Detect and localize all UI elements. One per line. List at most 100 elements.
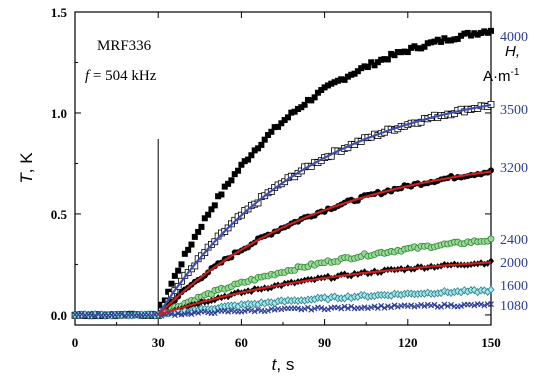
- point-1080: [394, 303, 401, 310]
- point-1080: [211, 310, 218, 317]
- point-4000: [368, 59, 375, 66]
- point-4000: [175, 267, 182, 274]
- point-4000: [434, 36, 441, 43]
- point-1080: [201, 308, 208, 315]
- field-legend-unit-exp: -1: [511, 67, 520, 78]
- point-4000: [185, 246, 192, 253]
- y-tick-label: 1.5: [51, 5, 68, 20]
- point-1080: [334, 304, 341, 311]
- point-1080: [408, 302, 415, 309]
- point-1080: [171, 312, 178, 319]
- point-1080: [448, 301, 454, 308]
- axis-ticks: 0 30 60 90 120 150 0.0 0.5 1.0 1.5: [51, 5, 501, 350]
- point-4000: [418, 45, 425, 52]
- point-4000: [205, 211, 212, 218]
- point-4000: [255, 145, 262, 152]
- point-4000: [438, 38, 445, 45]
- point-4000: [428, 39, 435, 46]
- point-1080: [225, 308, 232, 315]
- point-4000: [294, 106, 301, 113]
- point-1600: [480, 286, 488, 295]
- x-tick-label: 30: [152, 335, 165, 350]
- point-1080: [181, 311, 188, 318]
- x-axis-title: t, s: [272, 355, 295, 374]
- point-2400: [487, 235, 495, 243]
- plot-frame: [74, 11, 492, 326]
- field-label-1600: 1600: [500, 279, 528, 294]
- point-1080: [421, 303, 428, 310]
- point-4000: [331, 79, 338, 86]
- point-4000: [321, 84, 328, 91]
- point-4000: [231, 171, 238, 178]
- point-4000: [328, 80, 335, 87]
- point-1080: [78, 311, 85, 318]
- point-1080: [305, 304, 311, 311]
- point-1080: [401, 302, 408, 309]
- point-1080: [381, 304, 388, 311]
- point-4000: [191, 233, 198, 240]
- point-4000: [301, 101, 308, 108]
- field-label-2000: 2000: [500, 256, 528, 271]
- point-4000: [288, 109, 295, 116]
- x-tick-label: 0: [72, 335, 79, 350]
- point-1080: [441, 301, 448, 308]
- fit-line-2000: [157, 261, 492, 316]
- point-4000: [461, 30, 468, 37]
- point-4000: [351, 70, 358, 77]
- point-1080: [118, 311, 125, 318]
- field-label-1080: 1080: [500, 299, 528, 314]
- point-4000: [181, 250, 188, 257]
- frequency-value: = 504 kHz: [89, 68, 157, 84]
- point-4000: [381, 56, 388, 63]
- point-4000: [361, 63, 368, 70]
- frequency-label: f = 504 kHz: [85, 68, 157, 84]
- point-1080: [458, 303, 464, 310]
- fit-line-3500: [157, 103, 492, 316]
- point-4000: [168, 280, 175, 287]
- point-1080: [271, 306, 278, 313]
- point-1080: [325, 306, 331, 313]
- point-1080: [341, 303, 348, 310]
- point-4000: [251, 147, 258, 154]
- point-4000: [414, 45, 421, 52]
- point-4000: [431, 38, 438, 45]
- point-4000: [334, 77, 341, 84]
- point-4000: [348, 71, 355, 78]
- point-4000: [228, 177, 235, 184]
- point-4000: [441, 35, 448, 42]
- y-axis-var: T: [17, 172, 36, 184]
- point-4000: [404, 49, 411, 56]
- point-1080: [378, 302, 385, 309]
- point-1080: [391, 302, 398, 309]
- point-1080: [488, 301, 494, 308]
- point-1080: [278, 306, 285, 313]
- point-4000: [245, 156, 252, 163]
- point-4000: [474, 31, 481, 38]
- field-legend-var: H,: [505, 43, 520, 60]
- point-4000: [364, 64, 371, 71]
- point-4000: [215, 193, 222, 200]
- point-1080: [361, 304, 368, 311]
- point-4000: [454, 35, 461, 42]
- point-4000: [384, 56, 391, 63]
- point-4000: [481, 28, 488, 35]
- point-4000: [201, 215, 208, 222]
- fit-line-3200: [157, 170, 492, 316]
- point-1080: [371, 303, 378, 310]
- point-4000: [478, 29, 485, 36]
- point-1080: [92, 312, 98, 319]
- point-4000: [318, 87, 325, 94]
- point-4000: [471, 30, 478, 37]
- point-1080: [95, 311, 102, 318]
- y-tick-label: 0.5: [51, 207, 68, 222]
- point-4000: [195, 228, 202, 235]
- point-1080: [438, 303, 445, 310]
- point-4000: [218, 191, 225, 198]
- point-1080: [481, 302, 488, 309]
- point-4000: [451, 36, 458, 43]
- point-4000: [261, 136, 268, 143]
- point-4000: [408, 44, 415, 51]
- x-tick-label: 150: [481, 335, 501, 350]
- point-4000: [358, 65, 365, 72]
- field-legend-title: H,: [505, 43, 520, 60]
